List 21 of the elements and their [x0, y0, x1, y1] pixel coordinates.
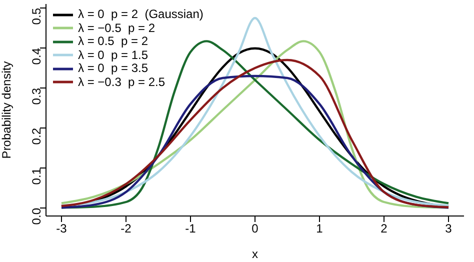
- y-tick-label: 0.3: [29, 88, 44, 105]
- legend-label: λ = −0.3 p = 2.5: [78, 74, 166, 89]
- x-tick-label: -3: [56, 222, 68, 236]
- x-tick-label: 3: [445, 222, 452, 236]
- y-tick-label: 0.0: [29, 208, 44, 225]
- y-tick-label: 0.4: [29, 48, 44, 65]
- legend-label: λ = −0.5 p = 2: [78, 20, 156, 35]
- x-tick-label: 2: [380, 222, 388, 236]
- legend-label: λ = 0 p = 1.5: [78, 48, 148, 62]
- y-axis-title: Probability density: [0, 61, 14, 159]
- y-tick-label: 0.5: [29, 8, 44, 25]
- x-tick-label: -1: [185, 222, 196, 236]
- x-tick-label: 0: [252, 222, 259, 236]
- legend-label: λ = 0 p = 2 (Gaussian): [78, 7, 204, 22]
- y-tick-label: 0.2: [29, 128, 44, 145]
- x-tick-label: 1: [316, 222, 324, 236]
- x-axis-title: x: [252, 247, 258, 261]
- y-tick-label: 0.1: [29, 168, 44, 185]
- legend-label: λ = 0.5 p = 2: [78, 34, 148, 48]
- x-tick-label: -2: [120, 222, 132, 236]
- legend-label: λ = 0 p = 3.5: [78, 61, 148, 76]
